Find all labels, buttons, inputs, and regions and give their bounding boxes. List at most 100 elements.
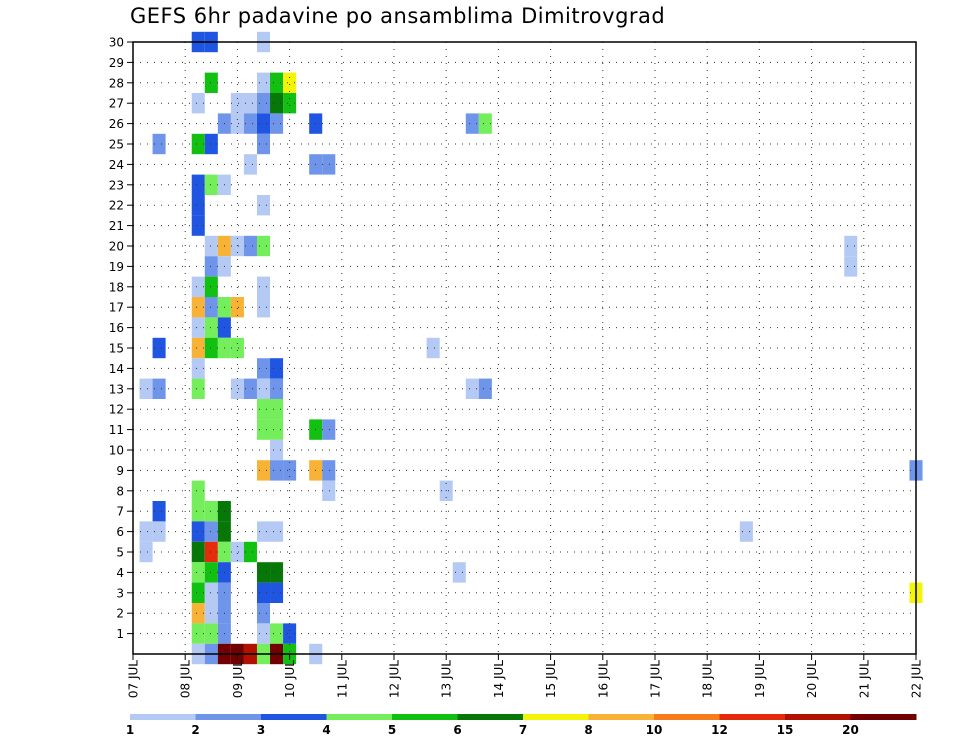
heatmap-cell (243, 113, 257, 134)
heatmap-cell (204, 256, 218, 277)
color-scale-label: 6 (453, 723, 461, 737)
color-scale-label: 20 (842, 723, 859, 737)
heatmap-cell (204, 582, 218, 603)
y-tick-label: 16 (109, 321, 124, 335)
heatmap-cell (270, 72, 284, 93)
color-scale-label: 5 (388, 723, 396, 737)
heatmap-cell (139, 541, 153, 563)
color-scale-swatch (850, 714, 917, 720)
heatmap-cell (270, 378, 284, 399)
heatmap-cell (270, 439, 284, 461)
heatmap-cell (243, 541, 257, 563)
heatmap-cell (139, 378, 153, 399)
heatmap-cell (191, 480, 205, 501)
heatmap-cell (256, 297, 271, 318)
y-tick-label: 4 (116, 566, 124, 580)
heatmap-cell (152, 133, 166, 155)
heatmap-cell (152, 501, 166, 522)
heatmap-cell (256, 113, 271, 134)
y-tick-label: 18 (109, 280, 124, 294)
heatmap-cell (191, 501, 205, 522)
y-tick-label: 22 (109, 199, 124, 213)
heatmap-cell (739, 521, 753, 542)
y-tick-label: 25 (109, 138, 124, 152)
heatmap-cell (256, 378, 271, 399)
heatmap-cell (283, 72, 297, 93)
heatmap-cell (283, 623, 297, 644)
y-tick-label: 10 (109, 444, 124, 458)
x-tick-label: 13 JUL (440, 660, 454, 698)
color-scale-label: 8 (584, 723, 592, 737)
heatmap-cell (191, 562, 205, 583)
heatmap-cell (243, 93, 257, 114)
cells-layer (139, 31, 923, 665)
heatmap-cell (191, 133, 205, 155)
heatmap-cell (191, 317, 205, 338)
heatmap-cell (452, 562, 466, 583)
heatmap-cell (256, 521, 271, 542)
heatmap-cell (152, 521, 166, 542)
color-scale-swatch (654, 714, 720, 720)
color-scale-swatch (785, 714, 851, 720)
heatmap-cell (256, 460, 271, 481)
heatmap-cell (230, 378, 244, 399)
x-tick-label: 18 JUL (701, 660, 715, 698)
x-tick-label: 20 JUL (805, 660, 819, 698)
y-tick-label: 30 (109, 36, 124, 50)
x-tick-label: 07 JUL (127, 660, 141, 698)
y-tick-label: 14 (109, 362, 124, 376)
heatmap-cell (204, 501, 218, 522)
heatmap-cell (256, 358, 271, 379)
y-tick-label: 7 (116, 505, 124, 519)
heatmap-cell (256, 72, 271, 93)
color-scale: 1 2 3 4 5 6 7 8 10 12 15 20 (126, 714, 917, 737)
y-tick-label: 2 (116, 607, 124, 621)
y-tick-label: 1 (116, 627, 124, 641)
color-scale-label: 4 (322, 723, 330, 737)
heatmap-cell (256, 603, 271, 624)
y-tick-label: 12 (109, 403, 124, 417)
chart-title: GEFS 6hr padavine po ansamblima Dimitrov… (130, 4, 666, 28)
heatmap-cell (256, 419, 271, 440)
x-tick-label: 22 JUL (910, 660, 924, 698)
x-tick-label: 14 JUL (492, 660, 506, 698)
x-tick-label: 17 JUL (649, 660, 663, 698)
heatmap-cell (243, 154, 257, 175)
heatmap-cell (191, 358, 205, 379)
color-scale-label: 15 (777, 723, 794, 737)
color-scale-swatch (457, 714, 524, 720)
heatmap-cell (478, 378, 492, 399)
color-scale-swatch (588, 714, 655, 720)
heatmap-cell (191, 623, 205, 644)
x-tick-label: 19 JUL (753, 660, 767, 698)
heatmap-cell (256, 562, 271, 583)
heatmap-cell (270, 113, 284, 134)
heatmap-cell (191, 276, 205, 297)
heatmap-cell (152, 337, 166, 359)
y-tick-label: 11 (109, 423, 124, 437)
heatmap-cell (204, 317, 218, 338)
heatmap-cell (270, 582, 284, 603)
heatmap-cell (191, 93, 205, 114)
y-tick-label: 6 (116, 525, 124, 539)
heatmap-cell (191, 337, 205, 359)
heatmap-cell (152, 378, 166, 399)
heatmap-cell (191, 297, 205, 318)
heatmap-cell (256, 93, 271, 114)
heatmap-cell (270, 562, 284, 583)
heatmap-cell (322, 419, 336, 440)
x-tick-label: 16 JUL (596, 660, 610, 698)
heatmap-cell (426, 337, 440, 359)
heatmap-cell (191, 378, 205, 399)
heatmap-cell (204, 133, 218, 155)
y-tick-label: 17 (109, 301, 124, 315)
heatmap-cell (204, 235, 218, 257)
y-tick-label: 15 (109, 342, 124, 356)
color-scale-swatch (392, 714, 458, 720)
x-tick-label: 11 JUL (335, 660, 349, 698)
heatmap-cell (139, 521, 153, 542)
color-scale-swatch (130, 714, 196, 720)
color-scale-swatch (195, 714, 262, 720)
color-scale-swatch (326, 714, 393, 720)
heatmap-cell (204, 541, 218, 563)
